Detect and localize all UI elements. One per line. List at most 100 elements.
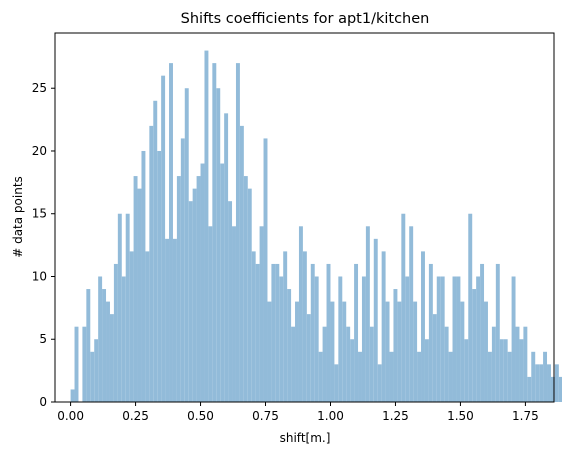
histogram-bar [121, 276, 126, 402]
histogram-bar [424, 339, 429, 402]
histogram-bar [169, 63, 173, 403]
histogram-bar [259, 226, 264, 402]
histogram-bar [267, 301, 272, 402]
histogram-bar [334, 364, 339, 402]
x-tick-label: 1.00 [317, 409, 344, 423]
histogram-bar [507, 351, 512, 402]
histogram-bar [417, 351, 422, 402]
histogram-bar [117, 213, 122, 402]
x-tick-label: 0.00 [57, 409, 84, 423]
histogram-bar [279, 276, 284, 402]
y-axis-label: # data points [11, 176, 25, 258]
histogram-bar [338, 276, 343, 402]
histogram-bar [176, 176, 181, 402]
histogram-bar [302, 251, 307, 402]
x-tick-label: 1.75 [512, 409, 539, 423]
histogram-bar [543, 351, 548, 402]
histogram-bar [409, 226, 414, 402]
histogram-bar [322, 326, 327, 402]
histogram-bar [235, 63, 240, 403]
histogram-bar [184, 88, 189, 402]
histogram-bar [527, 376, 532, 402]
histogram-bar [464, 339, 469, 402]
histogram-bar [275, 263, 280, 402]
histogram-bar [432, 314, 437, 402]
histogram-bar [196, 176, 201, 402]
histogram-bar [149, 125, 154, 402]
histogram-bar [106, 301, 110, 402]
histogram-bar [401, 213, 406, 402]
histogram-bar [350, 339, 355, 402]
histogram-bar [377, 364, 382, 402]
chart-title: Shifts coefficients for apt1/kitchen [181, 11, 430, 27]
histogram-bar [499, 339, 504, 402]
histogram-bar [550, 376, 555, 402]
histogram-bar [491, 326, 496, 402]
x-tick-label: 0.75 [252, 409, 279, 423]
histogram-bar [452, 276, 457, 402]
histogram-bar [204, 50, 209, 402]
histogram-bar [369, 326, 374, 402]
histogram-bar [456, 276, 461, 402]
histogram-bar [102, 289, 107, 402]
histogram-bar [212, 63, 217, 403]
histogram-bar [172, 238, 177, 402]
histogram-bar [94, 339, 99, 402]
histogram-bar [239, 125, 244, 402]
y-axis-ticks: 0 5 10 15 20 25 [32, 81, 55, 409]
plot-frame [54, 32, 555, 403]
histogram-bar [298, 226, 303, 402]
histogram-bar [113, 263, 118, 402]
histogram-bar [413, 301, 418, 402]
histogram-bar [220, 163, 225, 402]
histogram-bar [460, 301, 465, 402]
histogram-bar [243, 176, 248, 402]
y-tick-label: 10 [32, 269, 47, 283]
histogram-bar [255, 263, 260, 402]
histogram-bar [161, 75, 166, 403]
histogram-bar [216, 88, 221, 402]
histogram-bar [180, 138, 185, 402]
histogram-bar [153, 100, 158, 402]
histogram-bar [271, 263, 276, 402]
y-tick-label: 0 [39, 395, 47, 409]
histogram-bar [523, 326, 528, 402]
histogram-bar [232, 226, 236, 402]
histogram-bar [531, 351, 536, 402]
histogram-bar [389, 351, 394, 402]
histogram-bar [393, 289, 398, 402]
x-axis-label: shift[m.] [280, 431, 331, 445]
histogram-bar [428, 263, 433, 402]
histogram-bar [318, 351, 323, 402]
histogram-bar [165, 238, 170, 402]
histogram-bar [74, 326, 79, 402]
bars-group [70, 50, 562, 403]
histogram-bar [133, 176, 138, 402]
histogram-bar [129, 251, 134, 402]
histogram-bar [283, 251, 288, 402]
histogram-bar [558, 376, 562, 402]
histogram-bar [157, 150, 162, 402]
histogram-bar [228, 201, 233, 402]
y-tick-label: 25 [32, 81, 47, 95]
histogram-bar [440, 276, 445, 402]
histogram-bar [539, 364, 544, 402]
y-tick-label: 5 [39, 332, 47, 346]
histogram-bar [503, 339, 508, 402]
histogram-bar [291, 326, 296, 402]
histogram-bar [405, 276, 410, 402]
histogram-bar [511, 276, 516, 402]
histogram-bar [444, 326, 449, 402]
histogram-bar [373, 238, 378, 402]
histogram-bar [346, 326, 351, 402]
histogram-bar [295, 301, 299, 402]
histogram-bar [385, 301, 390, 402]
histogram-bar [547, 364, 551, 402]
histogram-bar [82, 326, 87, 402]
histogram-bar [109, 314, 114, 402]
histogram-bar [342, 301, 347, 402]
histogram-bar [519, 339, 524, 402]
histogram-bar [515, 326, 520, 402]
histogram-bar [448, 351, 453, 402]
